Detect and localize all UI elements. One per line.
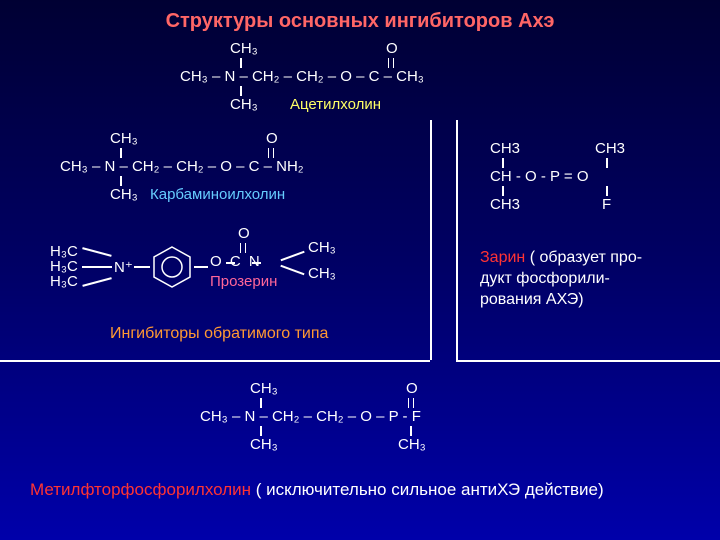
benzene-icon — [150, 245, 194, 289]
mfp-o: O — [406, 380, 418, 397]
sarin-l1a: CH3 — [490, 140, 520, 157]
proz-r1: CH₃ — [308, 239, 336, 256]
mfp-caption: Метилфторфосфорилхолин ( исключительно с… — [30, 480, 604, 500]
bond-icon — [280, 265, 304, 275]
divider-right-v — [456, 120, 458, 360]
sarin-text3: дукт фосфорили- — [480, 270, 610, 287]
slide: Структуры основных ингибиторов Ахэ CH₃ O… — [0, 0, 720, 540]
bond-icon — [260, 398, 262, 408]
sarin-text2: ( образует про- — [530, 249, 642, 266]
proz-l3: H₃C — [50, 273, 78, 290]
sarin-l3b: F — [602, 196, 611, 213]
bond-icon — [82, 266, 112, 268]
carb-bot: CH₃ — [110, 186, 138, 203]
double-bond-icon — [408, 398, 414, 408]
carb-main: CH₃ – N – CH₂ – CH₂ – O – C – NH₂ — [60, 158, 304, 175]
sarin-text4: рования АХЭ) — [480, 291, 584, 308]
carb-o: O — [266, 130, 278, 147]
bond-icon — [134, 266, 150, 268]
bond-icon — [606, 158, 608, 168]
mfp-botR: CH₃ — [398, 436, 426, 453]
sarin-caption: Зарин ( образует про- дукт фосфорили- ро… — [480, 248, 642, 310]
carb-label: Карбаминоилхолин — [150, 186, 285, 203]
ach-main: CH₃ – N – CH₂ – CH₂ – O – C – CH₃ — [180, 68, 424, 85]
sarin-l3a: CH3 — [490, 196, 520, 213]
mfp-main: CH₃ – N – CH₂ – CH₂ – O – P - F — [200, 408, 421, 425]
mfp-botL: CH₃ — [250, 436, 278, 453]
bond-icon — [120, 148, 122, 158]
ach-o: O — [386, 40, 398, 57]
double-bond-icon — [268, 148, 274, 158]
divider-right — [456, 360, 720, 362]
bond-icon — [82, 247, 111, 256]
bond-icon — [226, 262, 235, 264]
reversible-label: Ингибиторы обратимого типа — [110, 325, 328, 343]
proz-o: O — [238, 225, 250, 242]
sarin-l1b: CH3 — [595, 140, 625, 157]
bond-icon — [410, 426, 412, 436]
bond-icon — [194, 266, 208, 268]
double-bond-icon — [388, 58, 394, 68]
bond-icon — [240, 86, 242, 96]
bond-icon — [240, 58, 242, 68]
divider-left — [0, 360, 430, 362]
ach-top: CH₃ — [230, 40, 258, 57]
mfp-top: CH₃ — [250, 380, 278, 397]
bond-icon — [260, 426, 262, 436]
divider-left-v — [430, 120, 432, 360]
carb-top: CH₃ — [110, 130, 138, 147]
proz-r2: CH₃ — [308, 265, 336, 282]
ach-label: Ацетилхолин — [290, 96, 381, 113]
sarin-label: Зарин — [480, 249, 525, 266]
double-bond-icon — [240, 243, 246, 253]
proz-label: Прозерин — [210, 273, 277, 290]
sarin-l2: CH - O - P = O — [490, 168, 589, 185]
mfp-label: Метилфторфосфорилхолин — [30, 480, 251, 499]
bond-icon — [82, 277, 111, 286]
bond-icon — [252, 262, 261, 264]
slide-title: Структуры основных ингибиторов Ахэ — [0, 0, 720, 33]
bond-icon — [280, 251, 304, 261]
bond-icon — [502, 186, 504, 196]
ach-bot: CH₃ — [230, 96, 258, 113]
bond-icon — [120, 176, 122, 186]
proz-n: N⁺ — [114, 258, 133, 276]
bond-icon — [606, 186, 608, 196]
mfp-label2: ( исключительно сильное антиХЭ действие) — [256, 480, 604, 499]
bond-icon — [502, 158, 504, 168]
